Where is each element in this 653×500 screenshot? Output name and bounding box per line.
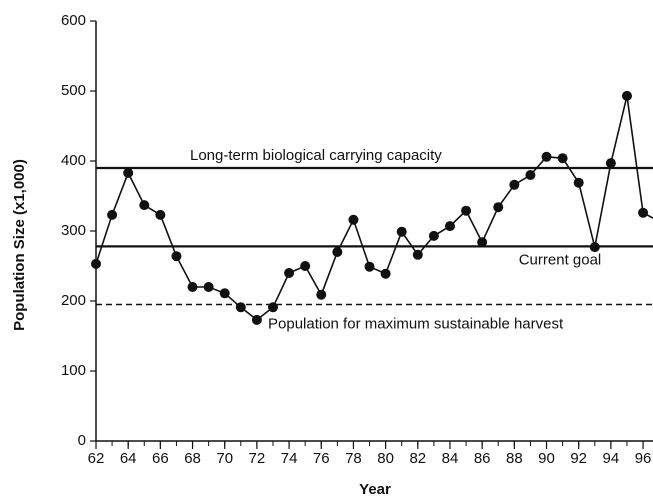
x-axis-label: Year xyxy=(359,481,391,498)
data-point xyxy=(203,282,214,292)
data-point xyxy=(251,314,262,325)
data-point xyxy=(493,202,504,213)
data-point xyxy=(638,207,649,218)
data-point xyxy=(171,251,182,262)
x-tick-label: 86 xyxy=(474,450,491,467)
data-point xyxy=(605,158,616,169)
x-tick-label: 62 xyxy=(88,450,105,467)
data-point xyxy=(123,167,134,178)
y-tick-label: 300 xyxy=(61,222,86,239)
data-point xyxy=(316,289,327,300)
data-point xyxy=(509,179,520,190)
data-point xyxy=(267,302,278,313)
reference-label: Current goal xyxy=(519,251,602,268)
data-point xyxy=(332,247,343,257)
series-line xyxy=(95,95,653,321)
data-point xyxy=(107,209,118,220)
data-point xyxy=(396,226,407,237)
reference-label: Population for maximum sustainable harve… xyxy=(268,315,564,332)
data-point xyxy=(477,237,488,248)
x-tick-label: 94 xyxy=(603,450,620,467)
x-tick-label: 92 xyxy=(570,450,587,467)
x-tick-label: 90 xyxy=(538,450,555,467)
y-tick-label: 100 xyxy=(61,362,86,379)
x-tick-label: 66 xyxy=(152,450,169,467)
x-tick-label: 72 xyxy=(249,450,266,467)
y-tick-label: 400 xyxy=(61,152,86,169)
x-tick-label: 64 xyxy=(120,450,137,467)
data-point xyxy=(621,90,632,101)
data-point xyxy=(139,200,150,211)
x-tick-label: 70 xyxy=(216,450,233,467)
x-tick-label: 84 xyxy=(442,450,459,467)
data-point xyxy=(91,258,101,269)
data-point xyxy=(187,282,198,292)
data-point xyxy=(525,170,536,180)
data-point xyxy=(300,261,311,271)
data-point xyxy=(364,261,375,272)
y-axis-label: Population Size (x1,000) xyxy=(11,159,28,331)
y-tick-label: 200 xyxy=(61,292,86,309)
data-point xyxy=(284,268,295,278)
data-point xyxy=(589,242,600,253)
x-tick-label: 74 xyxy=(281,450,298,467)
x-tick-label: 80 xyxy=(377,450,394,467)
data-point xyxy=(155,209,166,220)
x-tick-label: 82 xyxy=(409,450,426,467)
x-tick-label: 68 xyxy=(184,450,201,467)
y-tick-label: 500 xyxy=(61,82,86,99)
x-tick-label: 96 xyxy=(635,450,652,467)
data-point xyxy=(235,302,246,313)
data-point xyxy=(461,205,472,216)
data-point xyxy=(557,153,568,164)
x-tick-label: 88 xyxy=(506,450,523,467)
x-tick-label: 76 xyxy=(313,450,330,467)
data-point xyxy=(444,221,455,232)
reference-label: Long-term biological carrying capacity xyxy=(190,147,442,164)
data-point xyxy=(380,268,391,279)
y-tick-label: 600 xyxy=(61,12,86,29)
data-point xyxy=(573,177,584,188)
data-point xyxy=(412,249,423,260)
data-point xyxy=(348,214,359,225)
data-point xyxy=(541,151,552,162)
data-point xyxy=(428,230,439,241)
x-tick-label: 78 xyxy=(345,450,362,467)
y-tick-label: 0 xyxy=(78,432,86,449)
data-point xyxy=(219,288,230,299)
